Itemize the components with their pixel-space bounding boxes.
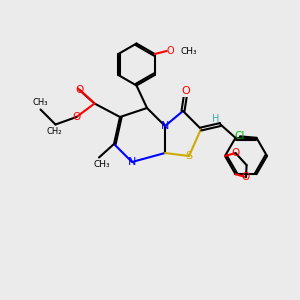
- Text: O: O: [167, 46, 174, 56]
- Text: CH₃: CH₃: [180, 46, 197, 56]
- Text: H: H: [212, 113, 220, 124]
- Text: O: O: [72, 112, 81, 122]
- Text: O: O: [182, 86, 190, 97]
- Text: CH₃: CH₃: [33, 98, 48, 107]
- Text: CH₂: CH₂: [46, 127, 62, 136]
- Text: S: S: [185, 151, 193, 161]
- Text: N: N: [128, 157, 136, 167]
- Text: N: N: [161, 121, 169, 131]
- Text: O: O: [242, 172, 250, 182]
- Text: CH₃: CH₃: [94, 160, 110, 169]
- Text: Cl: Cl: [235, 131, 245, 141]
- Text: O: O: [75, 85, 84, 95]
- Text: O: O: [231, 148, 240, 158]
